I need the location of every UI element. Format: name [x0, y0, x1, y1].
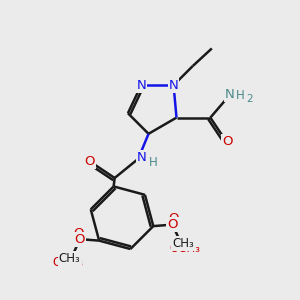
Text: 2: 2 [246, 94, 253, 104]
Text: O: O [73, 227, 84, 240]
Text: CH₃: CH₃ [172, 237, 194, 250]
Text: O: O [222, 135, 233, 148]
Text: N: N [137, 151, 147, 164]
Text: O: O [84, 155, 95, 168]
Text: OCH₃: OCH₃ [169, 242, 200, 255]
Text: N: N [225, 88, 234, 100]
Text: O: O [75, 233, 85, 246]
Text: H: H [236, 89, 245, 102]
Text: H: H [148, 156, 157, 169]
Text: N: N [169, 79, 178, 92]
Text: OCH₃: OCH₃ [52, 256, 83, 269]
Text: N: N [136, 79, 146, 92]
Text: CH₃: CH₃ [59, 252, 81, 265]
Text: O: O [167, 218, 178, 231]
Text: O: O [169, 212, 179, 225]
